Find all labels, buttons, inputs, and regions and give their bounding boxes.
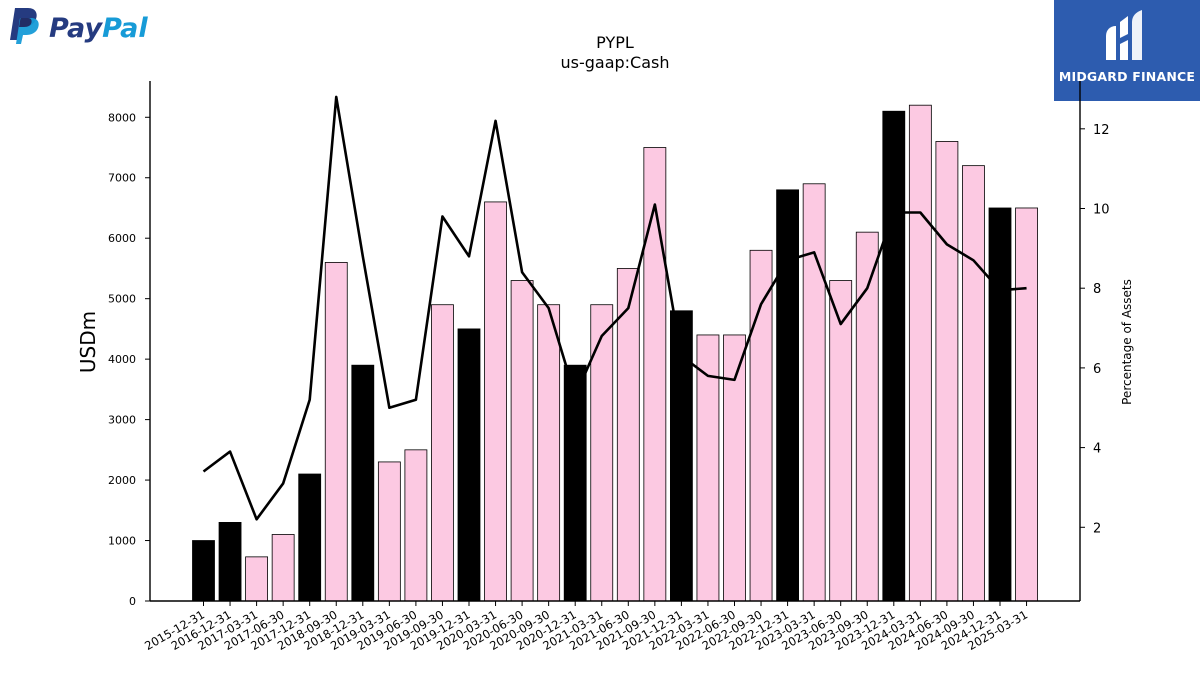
bar [616,268,640,602]
y-axis-label-left: USDm [76,311,100,373]
y-axis-label-right: Percentage of Assets [1120,279,1134,405]
y-tick-label: 3000 [108,414,136,427]
chart-title: PYPL [596,33,634,52]
bar [404,449,428,602]
bar [962,165,985,602]
paypal-pal-text: Pal [102,13,148,44]
paypal-pay-text: Pay [49,13,103,44]
bar [510,280,534,602]
bar [351,364,375,602]
paypal-logo: PayPal [10,8,148,44]
svg-text:PayPal: PayPal [49,13,148,44]
bar [908,104,932,602]
y-tick-label: 1000 [108,535,136,548]
midgard-emblem-icon [1106,10,1142,60]
bar [723,334,746,602]
bar [192,540,215,602]
y-tick-label: 0 [129,595,136,608]
y-tick-label: 7000 [108,172,136,185]
y-tick-label: 8000 [108,111,136,124]
bar [643,147,667,602]
paypal-p-icon [10,8,39,44]
midgard-finance-logo: MIDGARD FINANCE [1054,0,1200,101]
bar [457,328,481,602]
bar [802,183,826,602]
bar-series [192,104,1038,602]
y-right-tick-label: 12 [1093,123,1110,138]
y-right-tick-label: 10 [1093,203,1110,218]
bar [484,201,507,602]
y-tick-label: 6000 [108,232,136,245]
bar [537,304,561,602]
y-right-tick-label: 8 [1093,282,1101,297]
bar [377,461,401,602]
bar [298,473,322,602]
y-right-tick-label: 2 [1093,521,1101,536]
chart-subtitle: us-gaap:Cash [560,53,669,72]
bar [245,556,269,602]
bar [1015,207,1038,602]
midgard-brand-text: MIDGARD FINANCE [1058,69,1196,84]
y-right-tick-label: 4 [1093,442,1101,457]
bar [324,261,348,602]
bar [776,189,799,602]
bar [882,110,906,602]
y-tick-label: 5000 [108,293,136,306]
y-right-tick-label: 6 [1093,362,1101,377]
line-series [202,95,1027,521]
y-tick-label: 4000 [108,353,136,366]
bar [218,522,242,602]
bar [590,304,614,602]
percentage-line [202,95,1027,521]
bar [988,207,1012,602]
y-tick-label: 2000 [108,474,136,487]
bar [829,280,853,602]
bar [563,364,587,602]
bar [935,141,959,602]
bar [431,304,454,602]
bar [271,534,295,602]
